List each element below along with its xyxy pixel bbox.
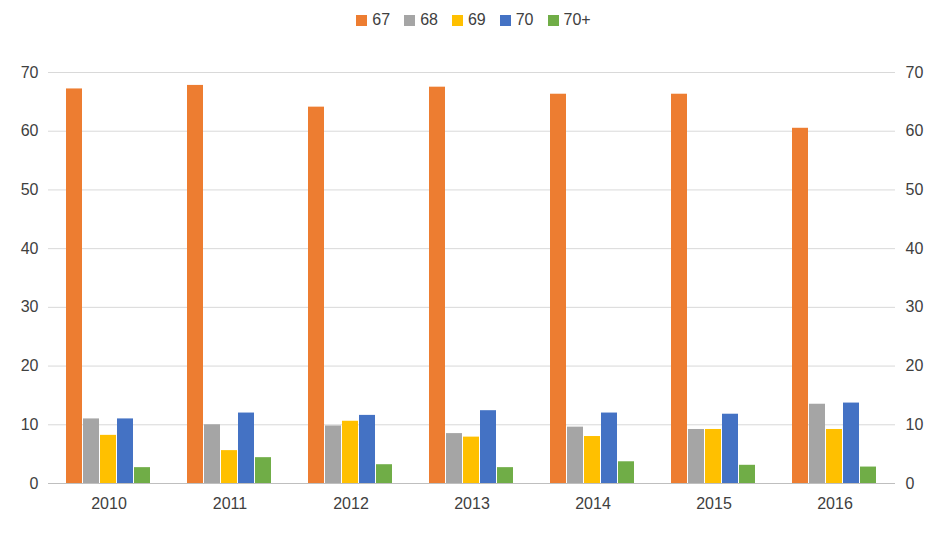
html-text:70+: 70+ — [563, 11, 591, 28]
html-text:67: 67 — [372, 11, 391, 28]
svg-text:0: 0 — [30, 475, 39, 492]
svg-text:20: 20 — [906, 357, 924, 374]
svg-text:2011: 2011 — [213, 495, 248, 512]
svg-text:2012: 2012 — [333, 495, 369, 512]
svg-text:60: 60 — [21, 122, 39, 139]
html-text:69: 69 — [467, 11, 486, 28]
svg-text:60: 60 — [906, 122, 924, 139]
svg-text:10: 10 — [906, 416, 924, 433]
svg-text:2010: 2010 — [91, 495, 127, 512]
svg-text:10: 10 — [21, 416, 39, 433]
svg-text:40: 40 — [906, 240, 924, 257]
html-text:68: 68 — [420, 11, 438, 28]
svg-text:2015: 2015 — [696, 495, 732, 512]
svg-text:0: 0 — [906, 475, 915, 492]
svg-text:50: 50 — [906, 181, 924, 198]
svg-text:40: 40 — [21, 240, 39, 257]
svg-text:30: 30 — [21, 298, 39, 315]
svg-text:70: 70 — [21, 64, 39, 81]
html-text:70: 70 — [515, 11, 534, 28]
svg-text:20: 20 — [21, 357, 39, 374]
svg-text:30: 30 — [906, 298, 924, 315]
svg-text:2016: 2016 — [817, 495, 853, 512]
svg-text:50: 50 — [21, 181, 39, 198]
svg-text:70: 70 — [906, 64, 924, 81]
svg-text:2013: 2013 — [454, 495, 490, 512]
svg-text:2014: 2014 — [575, 495, 611, 512]
